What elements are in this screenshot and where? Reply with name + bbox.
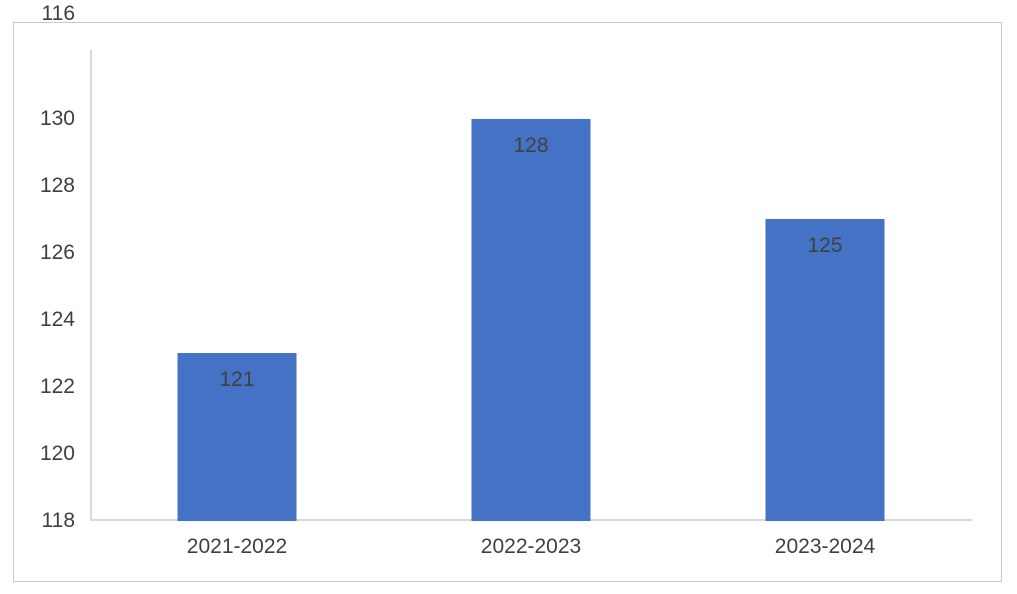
bar-value-label-2022-2023: 128	[513, 134, 549, 157]
y-axis-tick-label-126: 126	[39, 241, 75, 264]
y-axis-tick-label-122: 122	[39, 375, 75, 398]
bar-value-label-2023-2024: 125	[807, 234, 843, 257]
bar-2023-2024[interactable]: 125	[765, 219, 885, 521]
x-axis-labels-row: 2021-2022 2022-2023 2023-2024	[90, 534, 972, 560]
y-axis-tick-label-130: 130	[39, 107, 75, 130]
y-axis-tick-label-116: 116	[41, 2, 75, 25]
bar-2022-2023[interactable]: 128	[471, 119, 591, 521]
x-axis-category-label-2021-2022: 2021-2022	[186, 535, 288, 558]
y-axis-tick-label-124: 124	[39, 308, 75, 331]
y-axis-tick-label-120: 120	[39, 442, 75, 465]
plot-area: 121 128 125	[90, 52, 972, 521]
y-axis-line	[90, 50, 92, 521]
bar-2021-2022[interactable]: 121	[177, 353, 297, 521]
x-axis-category-label-2023-2024: 2023-2024	[774, 535, 876, 558]
category-slot-2021-2022: 121	[90, 52, 384, 521]
category-slot-2022-2023: 128	[384, 52, 678, 521]
y-axis-tick-label-118: 118	[41, 509, 75, 532]
y-axis-tick-label-128: 128	[39, 174, 75, 197]
bar-value-label-2021-2022: 121	[219, 368, 255, 391]
x-axis-category-label-2022-2023: 2022-2023	[480, 535, 582, 558]
category-slot-2023-2024: 125	[678, 52, 972, 521]
